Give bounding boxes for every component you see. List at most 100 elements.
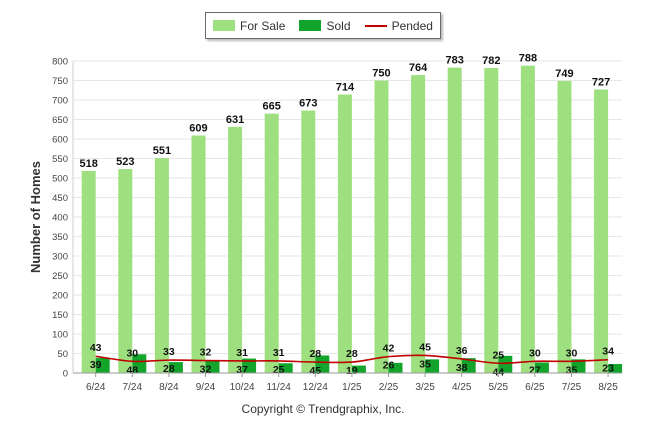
bar-for-sale[interactable] (228, 126, 243, 373)
label-pended: 42 (383, 343, 395, 355)
x-tick-label: 6/25 (525, 382, 545, 393)
label-for-sale: 714 (336, 82, 355, 94)
label-sold: 35 (419, 358, 431, 370)
label-pended: 30 (566, 347, 578, 359)
x-tick-label: 8/24 (159, 382, 179, 393)
label-sold: 28 (163, 363, 175, 375)
bar-for-sale[interactable] (374, 80, 389, 374)
bar-for-sale[interactable] (594, 89, 609, 373)
label-pended: 25 (492, 349, 504, 361)
x-tick-label: 1/25 (342, 382, 362, 393)
bar-for-sale[interactable] (264, 113, 279, 374)
legend-label: Sold (326, 18, 351, 33)
label-for-sale: 782 (482, 55, 500, 67)
label-sold: 26 (383, 360, 395, 372)
label-for-sale: 783 (446, 55, 464, 67)
bar-sold[interactable] (242, 358, 257, 373)
bar-sold[interactable] (461, 358, 476, 373)
label-pended: 28 (346, 348, 358, 360)
x-tick-label: 4/25 (452, 382, 472, 393)
label-sold: 19 (346, 365, 358, 377)
label-for-sale: 749 (555, 68, 573, 80)
x-tick-label: 10/24 (230, 382, 255, 393)
x-tick-label: 2/25 (379, 382, 399, 393)
bar-for-sale[interactable] (411, 75, 426, 373)
for-sale-swatch-icon (213, 20, 236, 31)
bar-sold[interactable] (205, 360, 220, 373)
bar-sold[interactable] (425, 359, 440, 373)
y-tick-label: 150 (52, 310, 68, 321)
bar-for-sale[interactable] (447, 67, 462, 373)
y-tick-label: 700 (52, 96, 68, 107)
label-for-sale: 673 (299, 98, 317, 110)
x-tick-label: 6/24 (86, 382, 106, 393)
label-for-sale: 523 (116, 156, 134, 168)
legend-item-for-sale[interactable]: For Sale (213, 19, 285, 33)
bar-for-sale[interactable] (301, 110, 316, 373)
bar-sold[interactable] (498, 355, 513, 373)
bar-for-sale[interactable] (118, 169, 133, 373)
x-tick-label: 7/24 (123, 382, 143, 393)
bar-sold[interactable] (534, 362, 549, 373)
y-tick-label: 750 (52, 76, 68, 87)
bar-for-sale[interactable] (520, 65, 535, 374)
bar-for-sale[interactable] (557, 80, 572, 373)
y-tick-label: 250 (52, 271, 68, 282)
label-pended: 34 (602, 346, 614, 358)
x-tick-label: 3/25 (415, 382, 435, 393)
label-sold: 23 (602, 363, 614, 375)
bar-sold[interactable] (388, 362, 403, 373)
x-tick-label: 7/25 (562, 382, 582, 393)
bar-for-sale[interactable] (337, 94, 352, 373)
label-pended: 32 (200, 347, 212, 359)
y-tick-label: 550 (52, 154, 68, 165)
label-for-sale: 551 (153, 145, 171, 157)
label-sold: 39 (90, 359, 102, 371)
copyright-footer: Copyright © Trendgraphix, Inc. (241, 402, 405, 416)
label-for-sale: 788 (519, 53, 537, 65)
label-for-sale: 750 (372, 68, 390, 80)
label-for-sale: 764 (409, 62, 428, 74)
y-tick-label: 650 (52, 115, 68, 126)
y-tick-label: 50 (57, 349, 68, 360)
label-sold: 35 (566, 364, 578, 376)
x-axis: 6/24 7/24 8/24 9/24 10/24 11/24 12/24 1/25 2/25 3… (73, 372, 622, 393)
bar-for-sale[interactable] (154, 158, 169, 373)
bar-sold[interactable] (278, 363, 293, 373)
bar-sold[interactable] (315, 355, 330, 373)
y-tick-label: 400 (52, 213, 68, 224)
x-tick-label: 9/24 (196, 382, 216, 393)
bar-for-sale[interactable] (81, 170, 96, 373)
label-for-sale: 609 (189, 122, 207, 134)
legend-item-pended[interactable]: Pended (364, 19, 433, 33)
label-pended: 30 (529, 347, 541, 359)
bar-for-sale[interactable] (484, 68, 499, 374)
label-sold: 38 (456, 362, 468, 374)
y-tick-label: 0 (63, 369, 68, 380)
y-tick-label: 600 (52, 135, 68, 146)
series-for-sale (81, 65, 609, 374)
data-labels: 518 523 551 609 631 665 673 714 750 764 783 782 788 7… (80, 53, 615, 379)
label-sold: 25 (273, 364, 285, 376)
bar-sold[interactable] (571, 359, 586, 373)
y-axis: 0 50 100 150 200 250 300 350 400 450 500 550 600 650 7… (52, 57, 74, 380)
y-tick-label: 500 (52, 174, 68, 185)
bar-sold[interactable] (351, 365, 366, 373)
label-for-sale: 727 (592, 76, 610, 88)
bar-for-sale[interactable] (191, 135, 206, 373)
bar-sold[interactable] (132, 354, 147, 373)
sold-swatch-icon (299, 20, 322, 31)
y-tick-label: 200 (52, 291, 68, 302)
x-tick-label: 11/24 (267, 382, 292, 393)
label-sold: 27 (529, 364, 541, 376)
bar-sold[interactable] (168, 362, 183, 373)
label-sold: 45 (309, 365, 321, 377)
bar-sold[interactable] (95, 357, 110, 373)
pended-line-icon (364, 24, 387, 27)
bar-sold[interactable] (608, 364, 623, 373)
legend-item-sold[interactable]: Sold (299, 18, 351, 33)
line-pended[interactable] (95, 354, 609, 365)
x-tick-label: 5/25 (489, 382, 509, 393)
series-pended (95, 354, 609, 365)
